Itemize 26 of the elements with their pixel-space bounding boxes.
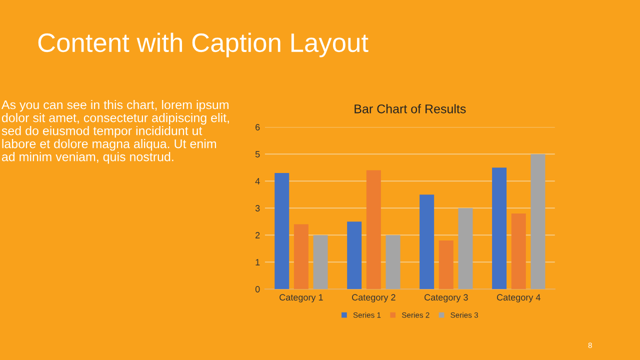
x-tick-label: Category 3	[424, 294, 468, 302]
y-tick-label: 1	[256, 259, 260, 266]
chart-title: Bar Chart of Results	[354, 104, 466, 114]
bar	[294, 224, 308, 290]
x-tick-label: Category 1	[280, 294, 323, 302]
bar	[313, 235, 328, 290]
bar	[386, 235, 400, 290]
y-tick-label: 2	[256, 232, 260, 238]
bar	[274, 172, 290, 290]
bar	[458, 208, 473, 290]
y-tick-label: 4	[255, 178, 260, 184]
text: Content with Caption Layout	[38, 32, 368, 58]
bar	[438, 240, 454, 290]
y-tick-label: 6	[256, 124, 260, 130]
text: As you can see in this chart, lorem ipsum dolor sit amet, consectetur adipiscing elit, sed do eiusmod tempor incididunt ut labore et dolore magna aliqua. Ut enim ad minim veniam, quis nostrud.	[1, 100, 229, 164]
bar	[492, 168, 507, 290]
y-tick-label: 3	[255, 205, 260, 212]
bar	[420, 194, 434, 290]
x-tick-label: Category 4	[497, 294, 540, 302]
bar	[366, 170, 381, 290]
y-tick-label: 5	[255, 151, 260, 158]
bar	[347, 222, 362, 290]
bar	[511, 213, 526, 290]
y-tick-label: 0	[255, 286, 260, 292]
x-tick-label: Category 2	[352, 294, 396, 302]
bar	[530, 154, 546, 290]
